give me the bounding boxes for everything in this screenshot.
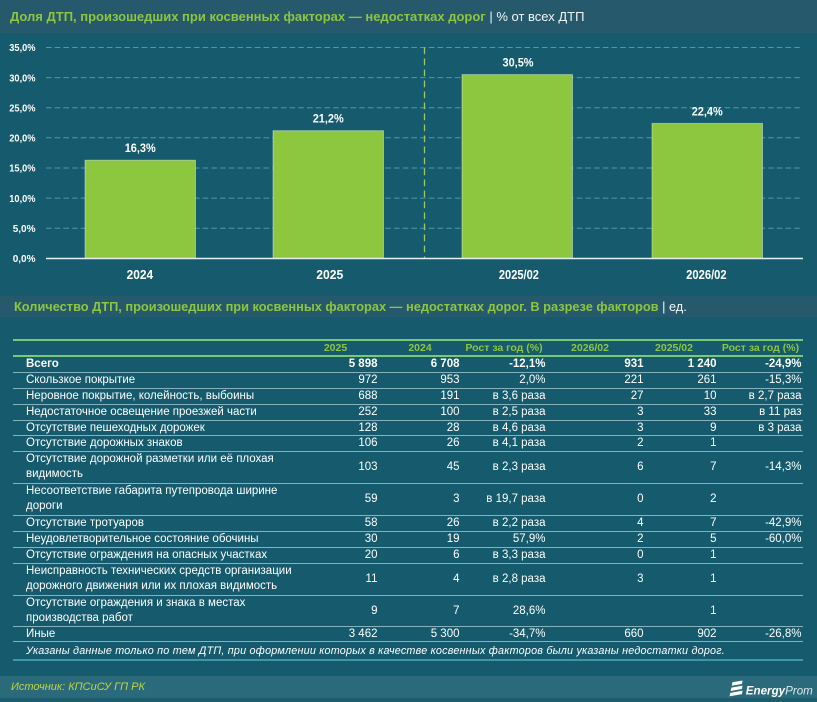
svg-text:15,0%: 15,0% [9, 164, 35, 175]
svg-text:30,0%: 30,0% [9, 73, 35, 84]
svg-text:20,0%: 20,0% [9, 134, 35, 145]
svg-text:30,5%: 30,5% [503, 56, 534, 70]
svg-text:2025/02: 2025/02 [499, 268, 539, 282]
svg-text:2025: 2025 [316, 268, 343, 282]
svg-text:10,0%: 10,0% [9, 194, 35, 205]
svg-text:0,0%: 0,0% [13, 254, 36, 265]
svg-text:2024: 2024 [127, 268, 154, 282]
svg-text:EnergyProm: EnergyProm [746, 685, 813, 698]
svg-text:16,3%: 16,3% [125, 141, 156, 155]
svg-text:2026/02: 2026/02 [686, 268, 727, 282]
svg-text:35,0%: 35,0% [9, 43, 35, 54]
svg-text:5,0%: 5,0% [13, 224, 36, 235]
svg-text:21,2%: 21,2% [313, 112, 344, 126]
svg-text:22,4%: 22,4% [692, 104, 723, 118]
svg-text:25,0%: 25,0% [9, 103, 35, 114]
